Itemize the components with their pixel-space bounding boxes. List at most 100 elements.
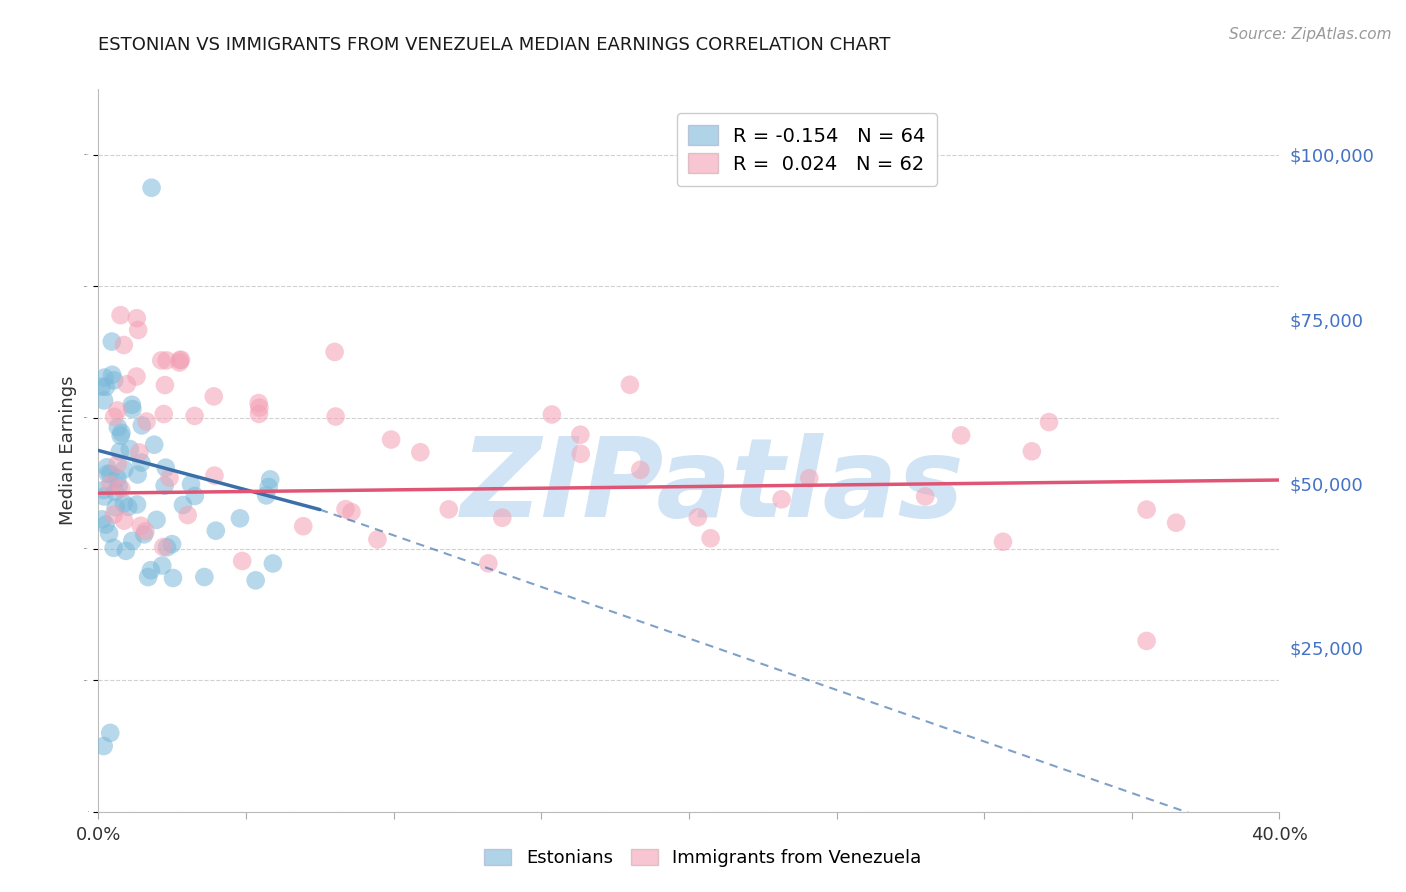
Point xyxy=(134,524,156,539)
Point xyxy=(245,574,267,588)
Point xyxy=(98,526,121,541)
Point xyxy=(121,398,143,412)
Point xyxy=(121,402,143,417)
Point xyxy=(110,482,132,496)
Point xyxy=(686,510,709,524)
Y-axis label: Median Earnings: Median Earnings xyxy=(59,376,76,525)
Point xyxy=(127,467,149,482)
Point xyxy=(247,407,270,421)
Point xyxy=(914,490,936,504)
Point xyxy=(153,378,176,392)
Point xyxy=(770,492,793,507)
Point xyxy=(619,377,641,392)
Point xyxy=(257,480,280,494)
Point xyxy=(100,477,122,491)
Point xyxy=(1136,634,1159,648)
Point xyxy=(103,373,125,387)
Point xyxy=(247,396,270,410)
Point xyxy=(340,505,363,519)
Point xyxy=(950,428,973,442)
Point xyxy=(204,468,226,483)
Point xyxy=(103,508,125,522)
Point xyxy=(128,445,150,459)
Point xyxy=(202,389,225,403)
Point xyxy=(141,180,163,194)
Point xyxy=(150,558,173,573)
Point xyxy=(90,379,112,393)
Point xyxy=(129,518,152,533)
Point xyxy=(259,472,281,486)
Point xyxy=(155,460,177,475)
Point xyxy=(1136,502,1159,516)
Point xyxy=(150,353,173,368)
Point xyxy=(121,533,143,548)
Text: ZIPatlas: ZIPatlas xyxy=(461,434,965,540)
Point xyxy=(491,510,513,524)
Point xyxy=(131,418,153,433)
Point xyxy=(1038,415,1060,429)
Point xyxy=(380,433,402,447)
Point xyxy=(125,311,148,326)
Point xyxy=(136,570,159,584)
Point xyxy=(569,447,592,461)
Point xyxy=(107,479,129,493)
Point xyxy=(152,540,174,554)
Point xyxy=(131,456,153,470)
Text: Source: ZipAtlas.com: Source: ZipAtlas.com xyxy=(1229,27,1392,42)
Point xyxy=(127,323,149,337)
Point xyxy=(101,334,124,349)
Point xyxy=(143,438,166,452)
Point xyxy=(107,457,129,471)
Point xyxy=(125,369,148,384)
Point xyxy=(104,485,127,500)
Point xyxy=(97,467,120,481)
Point xyxy=(541,408,564,422)
Point xyxy=(335,502,357,516)
Point xyxy=(155,353,177,368)
Point xyxy=(134,527,156,541)
Point xyxy=(172,498,194,512)
Point xyxy=(115,544,138,558)
Point xyxy=(103,541,125,555)
Point xyxy=(93,393,115,408)
Point xyxy=(112,338,135,352)
Point xyxy=(1021,444,1043,458)
Point xyxy=(628,463,651,477)
Point xyxy=(135,415,157,429)
Point xyxy=(108,444,131,458)
Point xyxy=(112,462,135,476)
Point xyxy=(204,524,226,538)
Point xyxy=(107,420,129,434)
Point xyxy=(162,571,184,585)
Point xyxy=(117,500,139,514)
Point xyxy=(160,537,183,551)
Point xyxy=(93,739,115,753)
Legend: Estonians, Immigrants from Venezuela: Estonians, Immigrants from Venezuela xyxy=(477,841,929,874)
Point xyxy=(323,345,346,359)
Point xyxy=(799,471,821,485)
Point xyxy=(292,519,315,533)
Point xyxy=(170,352,193,367)
Point xyxy=(159,471,181,485)
Point xyxy=(94,517,117,532)
Point xyxy=(103,409,125,424)
Point xyxy=(169,353,191,368)
Point xyxy=(409,445,432,459)
Point xyxy=(229,511,252,525)
Point xyxy=(112,496,135,510)
Point xyxy=(437,502,460,516)
Legend: R = -0.154   N = 64, R =  0.024   N = 62: R = -0.154 N = 64, R = 0.024 N = 62 xyxy=(676,113,938,186)
Point xyxy=(110,308,132,322)
Point xyxy=(91,512,114,526)
Point xyxy=(156,541,179,555)
Point xyxy=(152,407,174,421)
Point xyxy=(991,534,1014,549)
Point xyxy=(98,726,121,740)
Point xyxy=(94,380,117,394)
Point xyxy=(112,514,135,528)
Point xyxy=(180,477,202,491)
Point xyxy=(231,554,253,568)
Point xyxy=(98,467,121,481)
Point xyxy=(125,498,148,512)
Point xyxy=(93,483,115,497)
